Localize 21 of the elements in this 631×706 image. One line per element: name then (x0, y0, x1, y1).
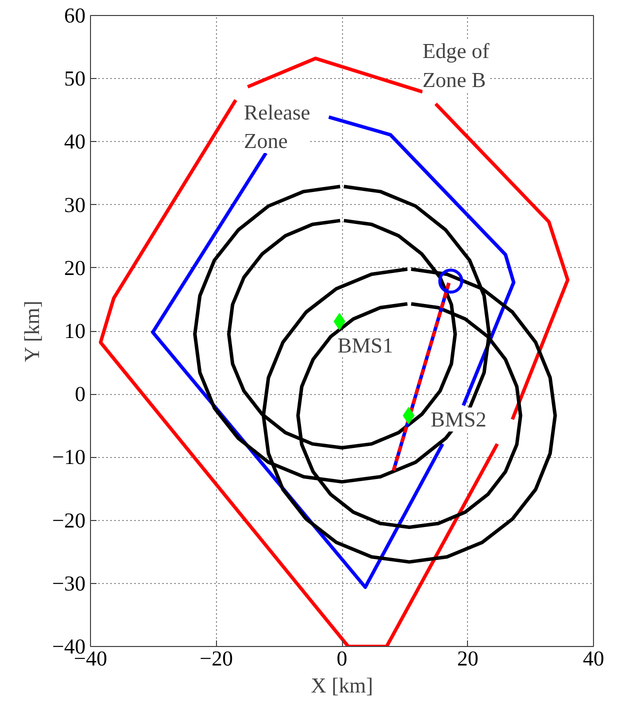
y-tick-label: −30 (52, 571, 86, 596)
y-tick-label: 0 (74, 382, 86, 406)
y-tick-label: 60 (64, 4, 86, 28)
x-tick-label: −20 (200, 646, 233, 670)
y-tick-label: 10 (64, 319, 86, 343)
x-tick-label: 0 (336, 646, 348, 670)
y-tick-label: 50 (64, 66, 86, 91)
x-tick-label: 20 (457, 646, 478, 670)
x-axis-title: X [km] (310, 674, 374, 698)
y-axis-title: Y [km] (20, 300, 44, 362)
annotation: BMS1 (337, 334, 394, 358)
point (438, 268, 464, 294)
y-tick-label: 40 (64, 130, 86, 154)
annotation: Edge of Zone B (422, 39, 490, 92)
y-tick-label: 20 (64, 256, 86, 280)
y-tick-label: −10 (52, 445, 86, 470)
y-tick-label: −20 (52, 508, 86, 532)
annotation: Release Zone (244, 100, 310, 154)
y-tick-label: 30 (64, 192, 86, 217)
annotation: BMS2 (430, 408, 486, 432)
x-tick-label: 40 (582, 646, 604, 670)
